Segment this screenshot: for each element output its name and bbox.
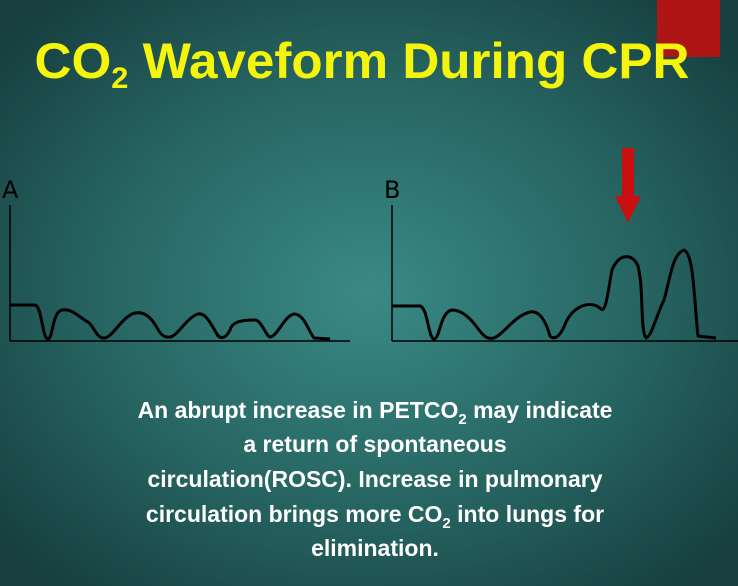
arrow-shaft — [622, 148, 634, 198]
text-run: into lungs for — [451, 501, 604, 527]
waveform-b — [392, 248, 717, 341]
text-run: An abrupt increase in PETCO — [138, 397, 459, 423]
subscript: 2 — [442, 515, 450, 532]
text-run: elimination. — [311, 535, 439, 561]
waveform-a — [10, 303, 331, 341]
subscript: 2 — [111, 62, 128, 95]
text-run: circulation(ROSC). Increase in pulmonary — [148, 466, 603, 492]
text-run: may indicate — [467, 397, 613, 423]
text-run: a return of spontaneous — [243, 431, 506, 457]
corner-square — [657, 0, 720, 57]
panel-label: B — [384, 176, 400, 204]
text-run: Waveform During CPR — [128, 33, 689, 89]
text-run: circulation brings more CO — [146, 501, 443, 527]
subscript: 2 — [458, 411, 466, 428]
arrow-head — [615, 196, 641, 223]
slide-title: CO2 Waveform During CPR — [35, 33, 690, 95]
body-text: An abrupt increase in PETCO2 may indicat… — [138, 397, 613, 561]
text-run: CO — [35, 33, 112, 89]
panel-label: A — [2, 176, 19, 204]
